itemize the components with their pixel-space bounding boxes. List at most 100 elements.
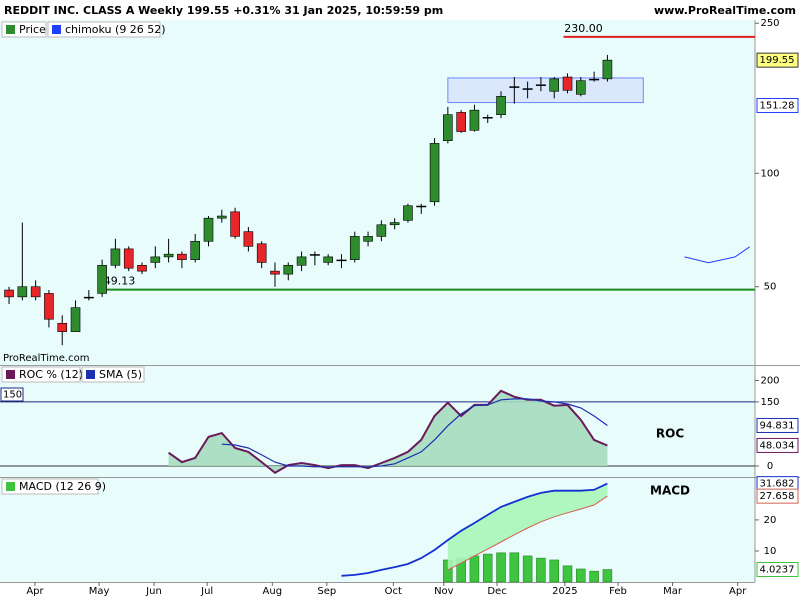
y-tick-label: 250 [760,18,779,29]
y-tick-label: 200 [760,376,779,387]
macd-panel [0,478,755,582]
candle-body [17,286,28,298]
candle-body [443,114,453,142]
axis-tag: 151.28 [760,100,795,111]
candle-body [30,286,41,298]
candle-body [97,264,107,294]
macd-fill [447,483,608,570]
axis-tag: 199.55 [760,55,795,66]
histogram-bar [509,552,520,583]
candle-body [509,86,520,88]
candle-body [230,211,240,237]
candle-body [177,253,187,260]
price-panel [0,20,755,365]
candle-body [535,84,546,86]
legend-entry: Price [19,23,46,36]
candle-body [256,243,267,263]
legend-box [1,478,99,495]
candle-body [376,224,387,237]
candle-body [190,240,200,260]
candle-body [403,205,413,221]
candle-body [110,248,121,266]
x-tick-label: Nov [434,586,454,597]
legend-swatch [86,370,95,379]
site: www.ProRealTime.com [654,4,796,17]
legend-entry: ROC % (12) [19,368,83,381]
y-tick-label: 0 [767,461,773,472]
histogram-bar [576,568,586,583]
level-label: 150 [3,390,22,401]
x-tick-label: Dec [487,586,506,597]
x-tick-label: Mar [663,586,683,597]
x-tick-label: Aug [263,586,283,597]
signal-line [447,495,608,571]
candle-body [549,78,560,92]
candle-body [296,256,307,266]
y-tick-label: 20 [764,515,777,526]
candle-body [44,293,54,320]
candle-body [243,231,254,247]
y-tick-label: 10 [764,546,777,557]
legend-swatch [6,370,15,379]
candle-body [389,222,400,226]
series-line [221,398,608,468]
legend-swatch [6,482,15,491]
x-tick-label: Oct [385,586,402,597]
histogram-bar [469,555,480,583]
axis-tag: 94.831 [760,420,795,431]
legend-entry: chimoku (9 26 52) [65,23,166,36]
chimoku-line [684,246,750,264]
candle-body [562,76,573,91]
annotation: ROC [656,427,684,441]
axis-tag-box [756,488,799,504]
legend-box [81,366,145,383]
candle-body [83,296,94,299]
candle-body [482,117,493,119]
y-tick-label: 50 [764,282,777,293]
histogram-bar [589,570,599,583]
candle-body [270,270,280,275]
level-box [0,387,24,402]
candle-body [349,236,360,260]
axis-tag: 27.658 [760,491,795,502]
candle-body [576,80,586,95]
axis-tag: 31.682 [760,479,795,490]
cloud-box [447,77,644,104]
candle-body [309,254,320,256]
candle-body [363,236,373,242]
x-tick-label: Apr [729,586,747,597]
y-tick-label: 100 [760,168,779,179]
annotation: MACD [650,484,690,498]
level-label: 49.13 [104,275,136,288]
candle-body [70,307,81,332]
x-tick-label: Apr [26,586,44,597]
x-tick-label: 2025 [552,586,577,597]
legend-entry: MACD (12 26 9) [19,480,106,493]
candle-body [283,264,294,275]
candle-body [589,78,600,81]
x-tick-label: Jul [200,586,213,597]
level-label: 230.00 [564,22,603,35]
histogram-bar [522,555,533,583]
legend-box [1,366,81,383]
legend-entry: SMA (5) [99,368,142,381]
candle-body [4,289,14,298]
candle-body [203,217,214,242]
x-tick-label: Feb [609,586,627,597]
axis-tag-box [756,417,799,433]
candle-body [522,88,533,90]
candle-body [469,109,480,131]
histogram-bar [496,552,506,583]
histogram-bar [562,565,573,583]
candle-body [416,205,427,208]
chart-title: REDDIT INC. CLASS A Weekly 199.55 +0.31%… [4,4,443,17]
candle-body [336,259,347,262]
axis-tag: 48.034 [760,440,795,451]
candle-body [216,215,227,219]
candle-body [137,264,147,272]
x-tick-label: May [89,586,110,597]
axis-tag-box [756,562,799,578]
axis-tag-box [756,437,799,453]
histogram-bar [602,569,613,583]
